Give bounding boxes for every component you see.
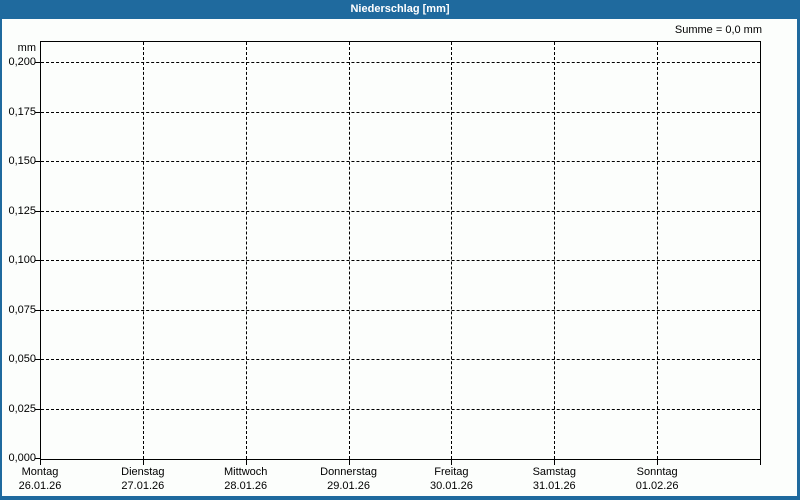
plot-area bbox=[40, 41, 761, 460]
y-gridline bbox=[41, 309, 760, 311]
y-tick-mark bbox=[35, 359, 40, 360]
x-day-label: Sonntag bbox=[636, 466, 678, 478]
x-gridline bbox=[348, 42, 350, 459]
y-tick-mark bbox=[35, 111, 40, 113]
x-date-label: 27.01.26 bbox=[121, 480, 165, 492]
y-tick-mark bbox=[35, 260, 40, 261]
window-titlebar: Niederschlag [mm] bbox=[0, 0, 800, 19]
y-tick-label: 0,100 bbox=[8, 254, 36, 266]
x-tick-mark bbox=[657, 459, 659, 465]
x-tick-mark bbox=[245, 459, 247, 465]
window-border-left bbox=[0, 19, 2, 500]
y-axis-unit: mm bbox=[17, 42, 36, 54]
x-date-label: 01.02.26 bbox=[635, 480, 679, 492]
x-tick-mark bbox=[554, 459, 556, 465]
y-tick-label: 0,175 bbox=[8, 105, 36, 118]
x-day-label: Samstag bbox=[532, 466, 576, 478]
y-gridline bbox=[41, 111, 760, 113]
x-gridline bbox=[451, 42, 453, 459]
x-gridline bbox=[554, 42, 556, 459]
y-tick-mark bbox=[35, 210, 40, 212]
x-gridline bbox=[245, 42, 247, 459]
x-tick-mark bbox=[760, 459, 761, 465]
y-tick-mark bbox=[35, 161, 40, 162]
x-tick-mark bbox=[142, 459, 144, 465]
y-tick-label: 0,200 bbox=[8, 56, 36, 68]
y-tick-mark bbox=[35, 309, 40, 311]
y-tick-label: 0,000 bbox=[8, 452, 36, 464]
sum-label: Summe = 0,0 mm bbox=[674, 24, 762, 36]
y-tick-mark bbox=[35, 62, 40, 63]
x-gridline bbox=[657, 42, 659, 459]
x-tick-mark bbox=[40, 459, 41, 465]
y-gridline bbox=[41, 359, 760, 360]
x-day-label: Mittwoch bbox=[224, 466, 268, 478]
x-date-label: 30.01.26 bbox=[430, 480, 473, 492]
y-tick-label: 0,075 bbox=[8, 303, 36, 316]
x-gridline bbox=[142, 42, 144, 459]
window-border-bottom bbox=[0, 496, 800, 500]
x-day-label: Montag bbox=[21, 466, 59, 478]
y-tick-label: 0,025 bbox=[8, 402, 36, 415]
y-tick-label: 0,150 bbox=[8, 155, 36, 167]
x-day-label: Donnerstag bbox=[320, 466, 377, 478]
y-gridline bbox=[41, 62, 760, 63]
y-gridline bbox=[41, 408, 760, 410]
y-tick-label: 0,125 bbox=[8, 204, 36, 217]
x-date-label: 26.01.26 bbox=[18, 480, 62, 492]
x-tick-mark bbox=[451, 459, 453, 465]
x-date-label: 28.01.26 bbox=[224, 480, 268, 492]
y-tick-mark bbox=[35, 458, 40, 459]
y-gridline bbox=[41, 161, 760, 162]
x-date-label: 31.01.26 bbox=[532, 480, 576, 492]
y-gridline bbox=[41, 260, 760, 261]
x-date-label: 29.01.26 bbox=[327, 480, 370, 492]
y-tick-mark bbox=[35, 408, 40, 410]
window-title: Niederschlag [mm] bbox=[350, 3, 450, 15]
window-border-right bbox=[797, 19, 800, 500]
x-tick-mark bbox=[348, 459, 350, 465]
x-day-label: Dienstag bbox=[121, 466, 165, 478]
x-day-label: Freitag bbox=[434, 466, 469, 478]
y-tick-label: 0,050 bbox=[8, 353, 36, 365]
y-gridline bbox=[41, 210, 760, 212]
